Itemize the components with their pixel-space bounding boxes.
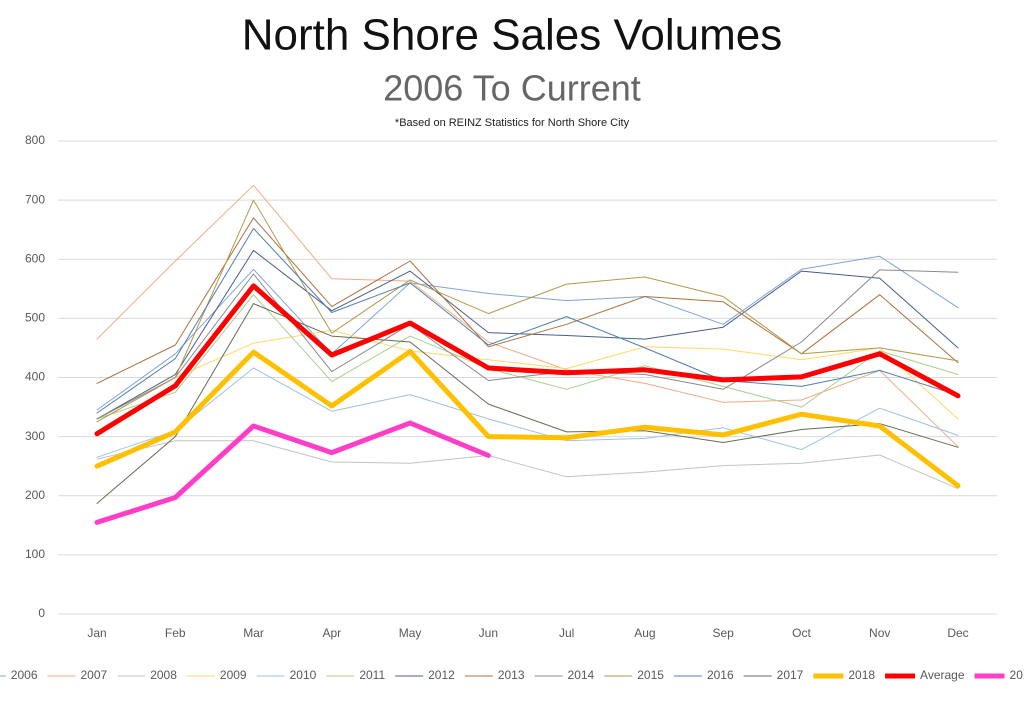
x-tick-label: Jun	[479, 626, 498, 640]
chart-title: North Shore Sales Volumes	[242, 11, 783, 60]
legend-label: Average	[920, 668, 965, 682]
chart-subtitle: 2006 To Current	[383, 68, 641, 109]
series-line	[96, 228, 959, 414]
legend-label: 2008	[150, 668, 177, 682]
x-tick-label: Oct	[792, 626, 811, 640]
x-tick-label: Feb	[165, 626, 186, 640]
legend: 2006 2007 2008 2009 2010 2011 2012 2013 2014 2015…	[0, 668, 1024, 682]
legend-label: 2016	[707, 668, 734, 682]
series-line	[94, 349, 961, 489]
series-line	[96, 329, 959, 420]
legend-label: 2015	[637, 668, 664, 682]
x-tick-label: Mar	[243, 626, 264, 640]
legend-label: 2018	[848, 668, 875, 682]
y-tick-label: 800	[25, 133, 45, 147]
series-line	[96, 217, 959, 384]
y-tick-label: 700	[25, 192, 45, 206]
x-tick-label: Nov	[869, 626, 890, 640]
series-line	[94, 420, 491, 525]
legend-label: 2013	[498, 668, 525, 682]
series-line	[96, 255, 959, 411]
legend-label: 2014	[568, 668, 595, 682]
series-line	[96, 367, 959, 458]
series-line	[94, 283, 961, 437]
y-tick-label: 0	[38, 606, 45, 620]
series-line	[96, 303, 959, 504]
series-line	[96, 294, 959, 420]
y-tick-label: 400	[25, 370, 45, 384]
x-tick-label: May	[399, 626, 422, 640]
series-line	[96, 269, 959, 420]
legend-label: 2019	[1010, 668, 1024, 682]
x-tick-label: Apr	[322, 626, 341, 640]
x-tick-label: Sep	[713, 626, 735, 640]
legend-label: 2009	[220, 668, 247, 682]
x-tick-label: Dec	[947, 626, 968, 640]
y-tick-label: 600	[25, 251, 45, 265]
y-tick-label: 300	[25, 429, 45, 443]
series-line	[96, 199, 959, 423]
y-tick-label: 200	[25, 488, 45, 502]
annotation: *Based on REINZ Statistics for North Sho…	[395, 117, 630, 129]
legend-label: 2011	[359, 668, 385, 682]
x-tick-label: Aug	[634, 626, 655, 640]
legend-label: 2012	[428, 668, 455, 682]
x-tick-label: Jul	[559, 626, 574, 640]
series-line	[96, 249, 959, 420]
y-tick-label: 100	[25, 547, 45, 561]
legend-label: 2010	[290, 668, 317, 682]
legend-label: 2006	[11, 668, 38, 682]
x-tick-label: Jan	[87, 626, 106, 640]
legend-label: 2007	[81, 668, 108, 682]
legend-label: 2017	[777, 668, 804, 682]
y-tick-label: 500	[25, 311, 45, 325]
series-line	[96, 184, 959, 448]
